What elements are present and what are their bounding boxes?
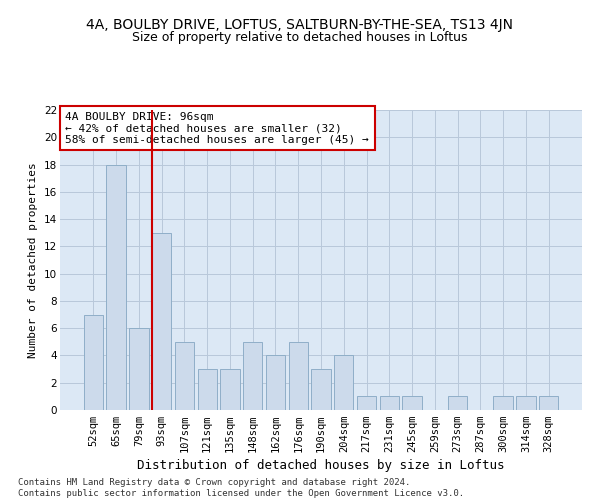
Bar xyxy=(197,369,217,410)
Text: 4A, BOULBY DRIVE, LOFTUS, SALTBURN-BY-THE-SEA, TS13 4JN: 4A, BOULBY DRIVE, LOFTUS, SALTBURN-BY-TH… xyxy=(86,18,514,32)
Bar xyxy=(266,356,285,410)
Y-axis label: Number of detached properties: Number of detached properties xyxy=(28,162,38,358)
Bar xyxy=(539,396,558,410)
Text: 4A BOULBY DRIVE: 96sqm
← 42% of detached houses are smaller (32)
58% of semi-det: 4A BOULBY DRIVE: 96sqm ← 42% of detached… xyxy=(65,112,369,144)
Bar xyxy=(311,369,331,410)
Bar xyxy=(243,342,262,410)
Bar xyxy=(334,356,353,410)
Bar xyxy=(152,232,172,410)
Bar xyxy=(493,396,513,410)
Bar xyxy=(129,328,149,410)
Bar xyxy=(516,396,536,410)
Bar xyxy=(84,314,103,410)
X-axis label: Distribution of detached houses by size in Loftus: Distribution of detached houses by size … xyxy=(137,460,505,472)
Bar xyxy=(175,342,194,410)
Text: Size of property relative to detached houses in Loftus: Size of property relative to detached ho… xyxy=(132,31,468,44)
Bar xyxy=(106,164,126,410)
Bar xyxy=(220,369,239,410)
Bar xyxy=(380,396,399,410)
Bar xyxy=(403,396,422,410)
Bar xyxy=(448,396,467,410)
Bar xyxy=(357,396,376,410)
Text: Contains HM Land Registry data © Crown copyright and database right 2024.
Contai: Contains HM Land Registry data © Crown c… xyxy=(18,478,464,498)
Bar xyxy=(289,342,308,410)
